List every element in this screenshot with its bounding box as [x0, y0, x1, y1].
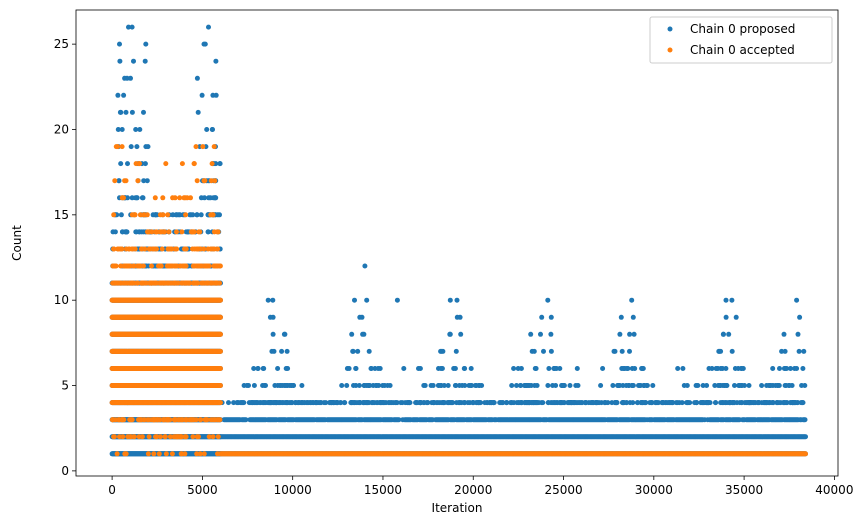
- proposed-point: [117, 58, 123, 64]
- proposed-point: [139, 229, 144, 235]
- proposed-point: [213, 92, 219, 98]
- proposed-point: [217, 161, 223, 167]
- proposed-point: [118, 109, 124, 115]
- proposed-point: [204, 127, 210, 132]
- proposed-point: [207, 195, 213, 201]
- proposed-point: [128, 75, 133, 81]
- proposed-point: [125, 161, 130, 167]
- proposed-point: [134, 144, 140, 150]
- proposed-point: [194, 212, 200, 218]
- proposed-point: [144, 178, 150, 184]
- proposed-point: [185, 229, 191, 235]
- proposed-point: [206, 24, 211, 30]
- proposed-point: [129, 109, 135, 115]
- proposed-point: [139, 195, 145, 201]
- proposed-point: [143, 41, 149, 47]
- proposed-point: [202, 195, 207, 201]
- proposed-point: [205, 229, 211, 235]
- proposed-point: [121, 92, 127, 98]
- proposed-point: [118, 212, 124, 218]
- proposed-point: [212, 195, 218, 201]
- proposed-point: [117, 41, 122, 47]
- proposed-points-layer: [109, 24, 808, 457]
- proposed-point: [170, 212, 176, 218]
- proposed-point: [210, 127, 215, 132]
- proposed-point: [150, 212, 156, 218]
- proposed-point: [129, 24, 135, 30]
- proposed-point: [141, 109, 146, 115]
- proposed-point: [137, 127, 143, 132]
- proposed-point: [194, 75, 200, 81]
- proposed-point: [123, 229, 129, 235]
- proposed-point: [115, 127, 121, 132]
- proposed-point: [119, 127, 125, 132]
- proposed-point: [217, 212, 222, 218]
- proposed-point: [133, 195, 139, 201]
- proposed-point: [142, 161, 148, 167]
- proposed-point: [119, 229, 125, 235]
- proposed-point: [141, 178, 147, 184]
- proposed-point: [199, 92, 205, 98]
- proposed-point: [133, 127, 139, 132]
- proposed-point: [188, 212, 194, 218]
- proposed-point: [198, 212, 204, 218]
- proposed-point: [131, 58, 136, 64]
- proposed-point: [128, 144, 134, 150]
- proposed-point: [201, 41, 207, 47]
- proposed-point: [143, 144, 149, 150]
- proposed-point: [142, 58, 148, 64]
- proposed-point: [115, 92, 121, 98]
- proposed-point: [803, 434, 808, 440]
- proposed-point: [118, 161, 124, 167]
- proposed-point: [123, 109, 129, 115]
- proposed-point: [213, 58, 219, 64]
- proposed-point: [116, 178, 122, 184]
- proposed-point: [126, 24, 131, 30]
- proposed-point: [802, 417, 808, 423]
- proposed-point: [195, 109, 201, 115]
- proposed-point: [112, 229, 118, 235]
